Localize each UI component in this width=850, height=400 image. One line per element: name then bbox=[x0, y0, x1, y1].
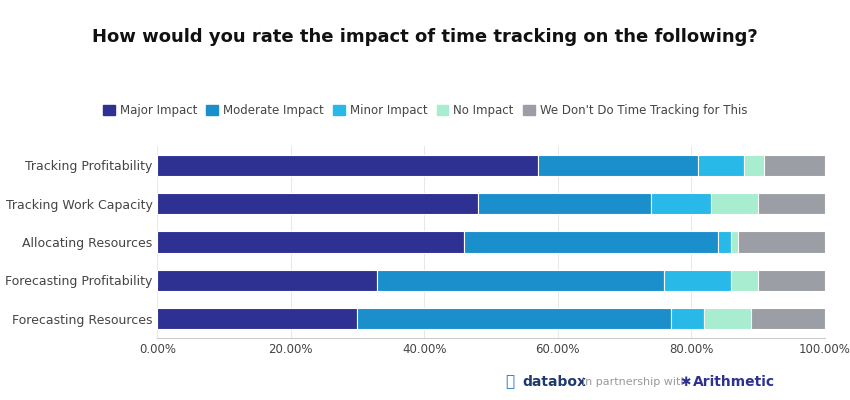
Text: databox: databox bbox=[523, 375, 586, 389]
Bar bbox=[665, 270, 731, 291]
Bar bbox=[738, 232, 824, 252]
Bar bbox=[478, 193, 651, 214]
Bar bbox=[157, 232, 464, 252]
Text: ⧗: ⧗ bbox=[506, 374, 515, 390]
Legend: Major Impact, Moderate Impact, Minor Impact, No Impact, We Don't Do Time Trackin: Major Impact, Moderate Impact, Minor Imp… bbox=[100, 102, 750, 120]
Bar bbox=[671, 308, 705, 329]
Bar bbox=[711, 193, 757, 214]
Bar bbox=[537, 155, 698, 176]
Text: ✱: ✱ bbox=[680, 376, 690, 388]
Text: in partnership with: in partnership with bbox=[582, 377, 688, 387]
Bar bbox=[757, 193, 824, 214]
Bar bbox=[157, 193, 478, 214]
Text: Arithmetic: Arithmetic bbox=[693, 375, 775, 389]
Bar bbox=[157, 270, 377, 291]
Bar bbox=[651, 193, 711, 214]
Bar bbox=[757, 270, 824, 291]
Bar bbox=[731, 232, 738, 252]
Bar bbox=[731, 270, 758, 291]
Bar bbox=[157, 155, 537, 176]
Bar bbox=[717, 232, 731, 252]
Bar bbox=[377, 270, 665, 291]
Bar bbox=[745, 155, 764, 176]
Bar bbox=[464, 232, 717, 252]
Bar bbox=[357, 308, 671, 329]
Bar bbox=[764, 155, 824, 176]
Bar bbox=[698, 155, 745, 176]
Bar bbox=[751, 308, 824, 329]
Bar bbox=[705, 308, 751, 329]
Text: How would you rate the impact of time tracking on the following?: How would you rate the impact of time tr… bbox=[92, 28, 758, 46]
Bar bbox=[157, 308, 357, 329]
